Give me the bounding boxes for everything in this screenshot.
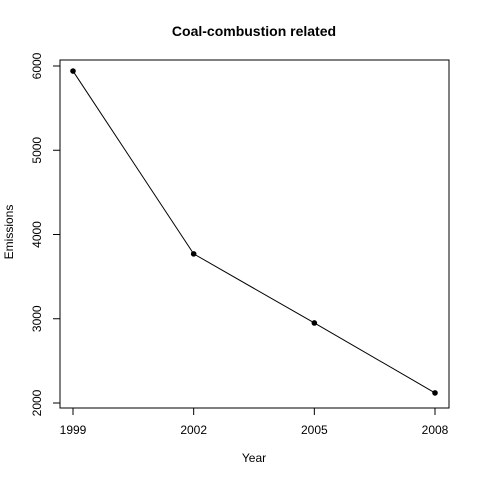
x-tick-label: 2008 [422, 423, 449, 437]
series-line-segment [72, 70, 195, 255]
series-line-segment [193, 253, 315, 324]
data-point [190, 251, 197, 257]
data-point [432, 390, 438, 396]
y-tick-label: 6000 [30, 52, 44, 79]
y-axis: 2000 3000 4000 5000 6000 [30, 52, 61, 416]
series-line-segment [314, 322, 436, 394]
series-layer [70, 68, 438, 396]
x-axis-label: Year [242, 451, 266, 465]
data-point [70, 68, 76, 74]
y-tick-label: 2000 [30, 389, 44, 416]
chart-title: Coal-combustion related [172, 23, 336, 39]
x-tick-label: 1999 [60, 423, 87, 437]
y-axis-label: Emissions [2, 205, 16, 260]
x-tick-label: 2005 [301, 423, 328, 437]
x-axis: 1999 2002 2005 2008 [60, 407, 449, 437]
y-tick-label: 4000 [30, 221, 44, 248]
y-tick-label: 5000 [30, 137, 44, 164]
x-tick-label: 2002 [180, 423, 207, 437]
y-tick-label: 3000 [30, 305, 44, 332]
data-point [311, 320, 318, 326]
